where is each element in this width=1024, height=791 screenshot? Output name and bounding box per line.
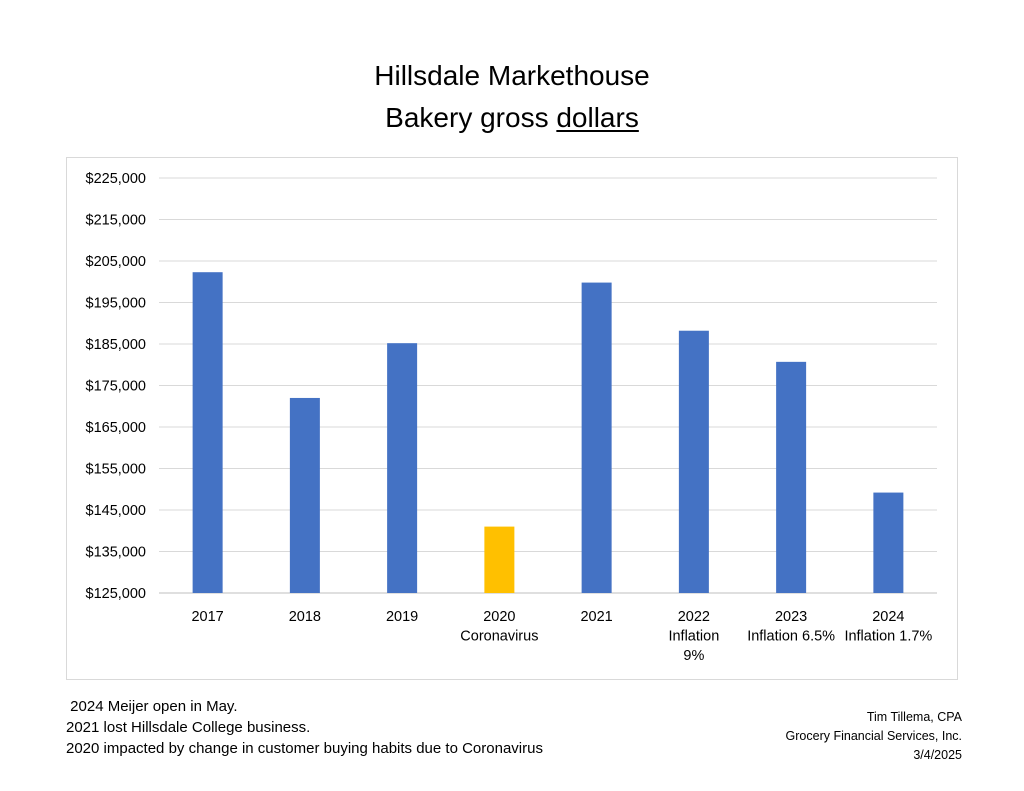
- bar-2019: [387, 343, 418, 593]
- chart-title-line2: Bakery gross dollars: [0, 100, 1024, 136]
- bar-2017: [192, 272, 223, 593]
- x-tick-label: 2022: [678, 609, 710, 625]
- bar-2021: [581, 282, 612, 593]
- x-tick-label: Coronavirus: [460, 629, 538, 645]
- chart-title-line1: Hillsdale Markethouse: [374, 60, 650, 91]
- y-tick-label: $225,000: [86, 171, 146, 187]
- y-tick-label: $155,000: [86, 462, 146, 478]
- footnote-1: 2024 Meijer open in May.: [66, 698, 238, 715]
- y-tick-label: $135,000: [86, 545, 146, 561]
- bar-2020: [484, 526, 515, 593]
- x-tick-label: 9%: [683, 648, 704, 664]
- x-tick-label: 2019: [386, 609, 418, 625]
- chart-area: $125,000 $135,000 $145,000 $155,000 $165,000…: [66, 157, 958, 680]
- credit-date: 3/4/2025: [913, 748, 962, 762]
- footnotes: 2024 Meijer open in May. 2021 lost Hills…: [66, 696, 543, 759]
- credit-block: Tim Tillema, CPA Grocery Financial Servi…: [786, 708, 962, 765]
- chart-title-prefix: Bakery gross: [385, 102, 557, 133]
- x-tick-label: 2018: [289, 609, 321, 625]
- bar-2024: [873, 492, 904, 593]
- y-tick-label: $215,000: [86, 213, 146, 229]
- chart-title-underlined: dollars: [556, 102, 639, 133]
- bar-chart: $125,000 $135,000 $145,000 $155,000 $165,000…: [86, 171, 937, 664]
- credit-company: Grocery Financial Services, Inc.: [785, 729, 962, 743]
- bar-2018: [289, 397, 320, 593]
- x-tick-label: Inflation: [668, 629, 719, 645]
- x-tick-label: 2020: [483, 609, 515, 625]
- x-tick-label: 2017: [191, 609, 223, 625]
- y-tick-label: $205,000: [86, 254, 146, 270]
- y-tick-label: $145,000: [86, 503, 146, 519]
- y-tick-label: $185,000: [86, 337, 146, 353]
- y-tick-label: $125,000: [86, 586, 146, 602]
- x-tick-label: Inflation 1.7%: [844, 629, 932, 645]
- bar-2023: [776, 361, 807, 593]
- footnote-3: 2020 impacted by change in customer buyi…: [66, 740, 543, 757]
- bar-2022: [678, 330, 709, 593]
- credit-author: Tim Tillema, CPA: [866, 710, 962, 724]
- x-tick-label: Inflation 6.5%: [747, 629, 835, 645]
- y-tick-label: $175,000: [86, 379, 146, 395]
- y-tick-label: $195,000: [86, 296, 146, 312]
- x-tick-label: 2021: [580, 609, 612, 625]
- footnote-2: 2021 lost Hillsdale College business.: [66, 719, 311, 736]
- x-tick-label: 2023: [775, 609, 807, 625]
- x-tick-label: 2024: [872, 609, 904, 625]
- y-tick-label: $165,000: [86, 420, 146, 436]
